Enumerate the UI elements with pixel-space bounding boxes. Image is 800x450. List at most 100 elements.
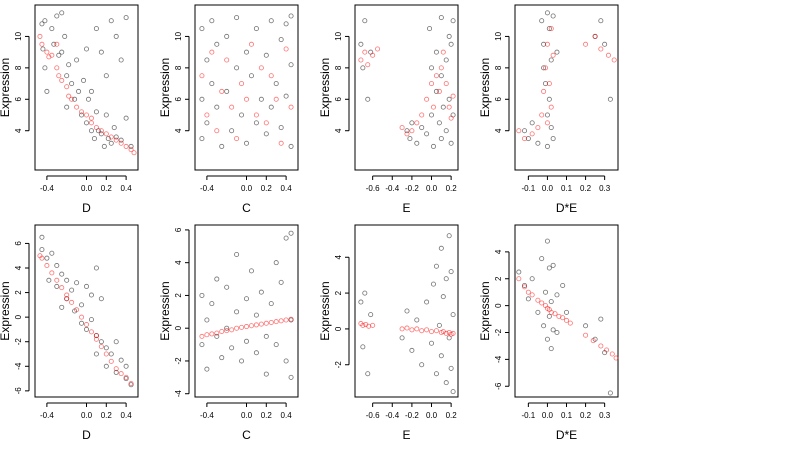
data-point [79,320,85,326]
data-point [248,323,254,329]
data-point [611,57,617,63]
data-point [258,289,264,295]
data-point [358,299,364,305]
data-point [446,33,452,39]
y-tick-label: 6 [14,97,23,102]
data-point [93,265,99,271]
data-point [103,363,109,369]
y-tick-label: 2 [174,293,183,298]
data-point [613,355,619,361]
data-point [239,358,245,364]
data-point [204,317,210,323]
data-point [248,41,254,47]
data-point [283,93,289,99]
data-point [44,88,50,94]
data-point [51,41,57,47]
data-point [72,96,78,102]
data-point [375,46,381,52]
x-axis: -0.1 0.0 0.1 0.2 0.3 D*E [521,175,611,215]
data-point [118,357,124,363]
data-point [263,120,269,126]
y-tick-label: 10 [494,31,503,40]
x-axis-label: E [402,201,410,215]
x-axis-label: D*E [556,428,577,442]
data-point [446,96,452,102]
data-point [419,125,425,131]
x-tick-label: 0.2 [101,411,113,420]
data-point [234,309,240,315]
data-point [219,88,225,94]
data-point [560,282,566,288]
data-point [239,81,245,87]
data-point [590,338,596,344]
data-point [54,13,60,19]
x-tick-label: -0.4 [40,411,54,420]
plot-frame [34,4,139,171]
red-series [516,276,619,361]
data-point [59,271,65,277]
data-point [98,49,104,55]
y-tick-label: 10 [14,31,23,40]
data-point [248,268,254,274]
x-axis: -0.6 -0.4 -0.2 0.0 0.2 E [366,175,457,215]
data-point [414,326,420,332]
data-point [88,329,94,335]
data-point [429,65,435,71]
y-tick-label: -4 [494,355,503,363]
data-point [268,319,274,325]
data-point [103,112,109,118]
data-point [543,289,549,295]
data-point [42,65,48,71]
data-point [598,316,604,322]
data-point [438,353,444,359]
data-point [288,316,294,322]
data-point [44,263,50,269]
y-tick-label: -6 [494,382,503,390]
x-tick-label: 0.0 [241,184,253,193]
data-point [433,371,439,377]
data-point [443,128,449,134]
data-point [103,73,109,79]
x-tick-label: 0.2 [446,411,458,420]
data-point [214,128,220,134]
data-point [539,112,545,118]
data-point [253,312,259,318]
data-point [409,347,415,353]
x-tick-label: -0.4 [385,184,399,193]
data-point [446,104,452,110]
data-point [199,73,205,79]
data-point [564,309,570,315]
data-point [263,333,269,339]
data-point [49,250,55,256]
data-point [438,73,444,79]
data-point [214,276,220,282]
data-point [448,140,454,146]
data-point [88,120,94,126]
data-point [554,49,560,55]
data-point [59,304,65,310]
plot-frame [34,224,139,398]
data-point [224,33,230,39]
y-tick-label: 4 [334,254,343,259]
y-tick-label: 4 [494,128,503,133]
data-point [607,96,613,102]
data-point [268,73,274,79]
data-point [404,325,410,331]
data-point [214,41,220,47]
data-point [550,262,556,268]
x-tick-label: 0.4 [281,184,293,193]
data-point [598,18,604,24]
data-point [79,112,85,118]
data-point [93,109,99,115]
data-point [433,328,439,334]
red-series [37,33,137,156]
data-point [131,150,137,156]
data-point [516,269,522,275]
y-tick-label: 4 [334,128,343,133]
data-point [546,313,552,319]
data-point [450,330,456,336]
data-point [39,234,45,240]
data-point [522,136,528,142]
data-point [54,263,60,269]
data-point [539,300,545,306]
